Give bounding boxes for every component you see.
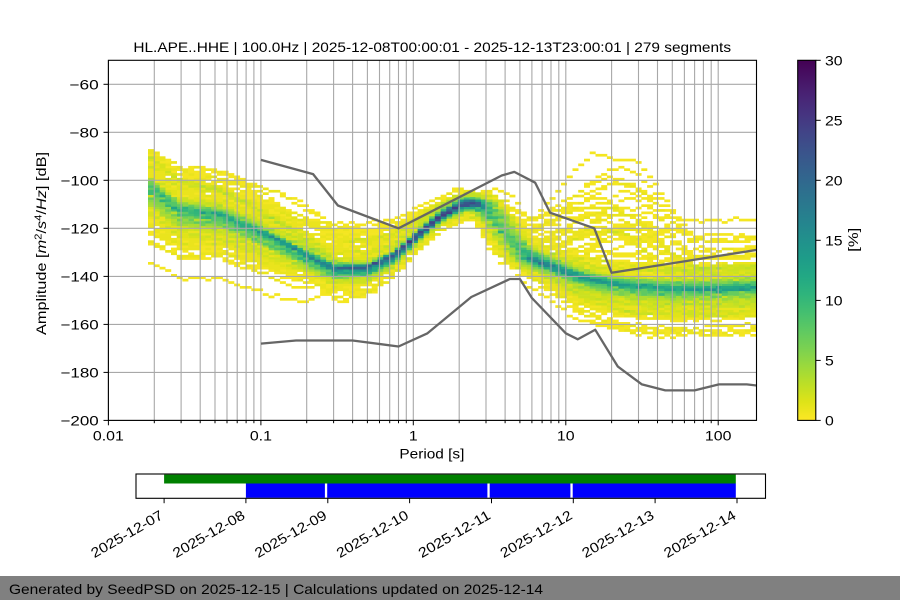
svg-text:−60: −60 [69, 76, 99, 92]
svg-text:−100: −100 [61, 172, 100, 188]
svg-text:15: 15 [825, 232, 843, 248]
svg-text:10: 10 [825, 292, 843, 308]
svg-text:0.1: 0.1 [250, 427, 272, 443]
svg-text:[%]: [%] [845, 228, 861, 252]
svg-text:Period [s]: Period [s] [399, 445, 464, 461]
svg-text:−80: −80 [69, 124, 99, 140]
svg-text:0: 0 [825, 412, 834, 428]
svg-text:−120: −120 [61, 220, 100, 236]
svg-text:−180: −180 [61, 364, 100, 380]
svg-text:5: 5 [825, 352, 834, 368]
svg-text:−160: −160 [61, 316, 100, 332]
svg-text:1: 1 [409, 427, 418, 443]
svg-text:−200: −200 [61, 412, 100, 428]
svg-text:10: 10 [557, 427, 575, 443]
svg-text:25: 25 [825, 112, 843, 128]
svg-text:−140: −140 [61, 268, 100, 284]
svg-text:Generated by SeedPSD on 2025-1: Generated by SeedPSD on 2025-12-15 | Cal… [9, 581, 543, 597]
svg-text:HL.APE..HHE | 100.0Hz | 2025-1: HL.APE..HHE | 100.0Hz | 2025-12-08T00:00… [133, 39, 731, 55]
svg-text:100: 100 [705, 427, 732, 443]
svg-text:20: 20 [825, 172, 843, 188]
svg-text:30: 30 [825, 52, 843, 68]
svg-text:0.01: 0.01 [93, 427, 124, 443]
svg-text:Amplitude [m2/s4/Hz] [dB]: Amplitude [m2/s4/Hz] [dB] [33, 152, 49, 335]
